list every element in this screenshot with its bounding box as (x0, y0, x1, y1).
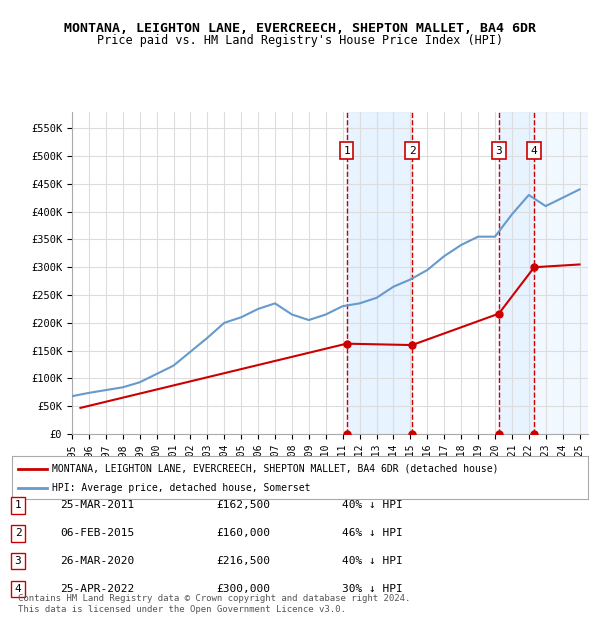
Text: Contains HM Land Registry data © Crown copyright and database right 2024.
This d: Contains HM Land Registry data © Crown c… (18, 595, 410, 614)
Text: 3: 3 (496, 146, 502, 156)
Text: 26-MAR-2020: 26-MAR-2020 (60, 556, 134, 566)
Text: £162,500: £162,500 (216, 500, 270, 510)
Bar (499, 112, 534, 434)
Text: 06-FEB-2015: 06-FEB-2015 (60, 528, 134, 538)
Text: MONTANA, LEIGHTON LANE, EVERCREECH, SHEPTON MALLET, BA4 6DR: MONTANA, LEIGHTON LANE, EVERCREECH, SHEP… (64, 22, 536, 35)
Text: £300,000: £300,000 (216, 584, 270, 594)
Text: 3: 3 (14, 556, 22, 566)
Bar (347, 112, 412, 434)
Text: 4: 4 (531, 146, 538, 156)
Text: 2: 2 (409, 146, 415, 156)
Text: 1: 1 (14, 500, 22, 510)
Bar (534, 112, 588, 434)
Text: 25-APR-2022: 25-APR-2022 (60, 584, 134, 594)
Text: 30% ↓ HPI: 30% ↓ HPI (342, 584, 403, 594)
Text: HPI: Average price, detached house, Somerset: HPI: Average price, detached house, Some… (52, 483, 311, 494)
Text: £216,500: £216,500 (216, 556, 270, 566)
Text: 25-MAR-2011: 25-MAR-2011 (60, 500, 134, 510)
Text: 40% ↓ HPI: 40% ↓ HPI (342, 500, 403, 510)
Text: 46% ↓ HPI: 46% ↓ HPI (342, 528, 403, 538)
Text: 2: 2 (14, 528, 22, 538)
Text: Price paid vs. HM Land Registry's House Price Index (HPI): Price paid vs. HM Land Registry's House … (97, 34, 503, 47)
Text: £160,000: £160,000 (216, 528, 270, 538)
Text: 4: 4 (14, 584, 22, 594)
Text: 1: 1 (343, 146, 350, 156)
Text: 40% ↓ HPI: 40% ↓ HPI (342, 556, 403, 566)
Text: MONTANA, LEIGHTON LANE, EVERCREECH, SHEPTON MALLET, BA4 6DR (detached house): MONTANA, LEIGHTON LANE, EVERCREECH, SHEP… (52, 464, 499, 474)
